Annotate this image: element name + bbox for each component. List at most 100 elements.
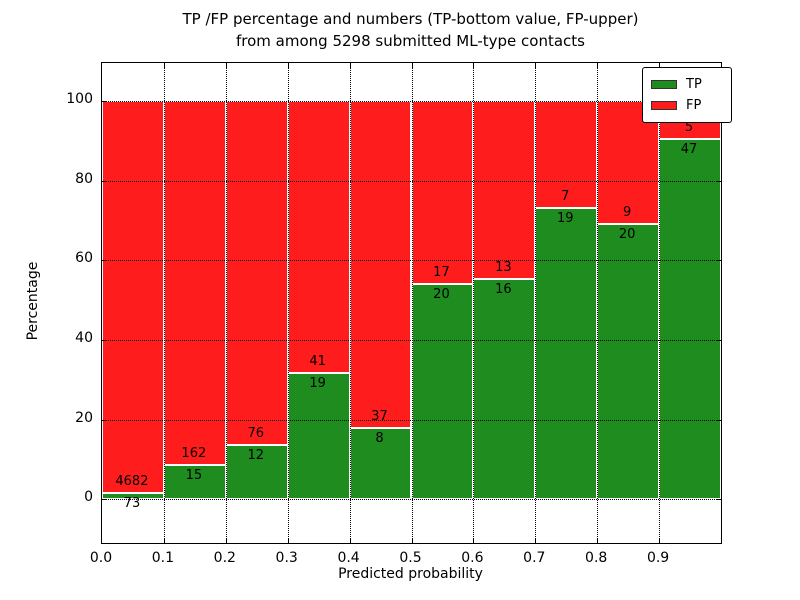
y-tick-mark — [102, 339, 107, 341]
plot-area — [101, 62, 722, 544]
tp-count-label: 19 — [309, 375, 326, 391]
x-tick-mark — [597, 538, 599, 543]
bar-segment-tp — [287, 372, 350, 500]
bar-segment-tp — [349, 428, 412, 500]
x-tick-mark — [535, 538, 537, 543]
x-tick-mark-top — [225, 63, 227, 68]
x-gridline — [473, 63, 475, 543]
bar-segment-fp — [535, 100, 598, 208]
x-tick-label: 0.3 — [275, 550, 298, 566]
bar-segment-fp — [102, 100, 164, 494]
x-tick-label: 0.1 — [151, 550, 175, 566]
tp-count-label: 8 — [375, 431, 384, 447]
x-gridline — [287, 63, 289, 543]
x-tick-mark-top — [597, 63, 599, 68]
tp-count-label: 12 — [247, 448, 265, 463]
bar-segment-tp — [102, 493, 164, 500]
x-gridline — [163, 63, 165, 543]
x-tick-label: 0.9 — [646, 550, 670, 566]
tp-count-label: 15 — [185, 468, 203, 484]
x-tick-mark — [349, 538, 351, 543]
x-tick-label: 0.4 — [337, 550, 360, 566]
x-tick-label: 0.0 — [89, 550, 113, 566]
x-gridline — [659, 63, 661, 543]
legend-label-fp: FP — [686, 98, 702, 113]
tp-count-label: 20 — [618, 227, 636, 243]
tp-count-label: 47 — [680, 142, 698, 158]
x-tick-mark — [225, 538, 227, 543]
x-tick-mark-top — [659, 63, 661, 68]
y-tick-mark-right — [716, 339, 721, 341]
x-tick-mark — [473, 538, 475, 543]
legend-entry-fp: FP — [651, 95, 723, 116]
tp-count-label: 19 — [556, 210, 574, 226]
x-tick-mark-top — [163, 63, 165, 68]
tp-count-label: 16 — [495, 282, 512, 298]
fp-count-label: 76 — [247, 426, 265, 441]
y-tick-mark-right — [716, 499, 721, 501]
chart-title: TP /FP percentage and numbers (TP-bottom… — [101, 8, 720, 52]
bar-segment-tp — [411, 283, 474, 500]
y-axis-label: Percentage — [25, 261, 41, 341]
x-tick-label: 0.5 — [399, 550, 422, 566]
fp-count-label: 13 — [495, 260, 512, 276]
fp-count-label: 9 — [622, 205, 632, 221]
chart-title-line2: from among 5298 submitted ML-type contac… — [236, 32, 585, 50]
bar-segment-tp — [163, 465, 226, 500]
x-tick-mark-top — [287, 63, 289, 68]
x-gridline — [349, 63, 351, 543]
legend-label-tp: TP — [686, 77, 702, 92]
x-tick-mark — [163, 538, 165, 543]
y-tick-mark — [102, 499, 107, 501]
x-tick-label: 0.6 — [461, 550, 484, 566]
legend: TP FP — [642, 67, 732, 123]
y-tick-mark — [102, 100, 107, 102]
y-tick-label: 60 — [75, 250, 93, 267]
x-tick-mark-top — [473, 63, 475, 68]
bar-segment-tp — [473, 279, 536, 500]
y-tick-mark-right — [716, 180, 721, 182]
x-tick-mark-top — [349, 63, 351, 68]
fp-count-label: 5 — [684, 120, 694, 136]
fp-count-label: 17 — [433, 264, 450, 280]
x-gridline — [597, 63, 599, 543]
x-tick-label: 0.8 — [585, 550, 608, 566]
chart-title-line1: TP /FP percentage and numbers (TP-bottom… — [182, 10, 639, 28]
fp-count-label: 7 — [561, 188, 570, 204]
x-tick-label: 0.7 — [523, 550, 546, 566]
bar-segment-tp — [597, 224, 660, 500]
tp-count-label: 73 — [123, 496, 141, 512]
y-tick-mark — [102, 419, 107, 421]
fp-count-label: 4682 — [115, 474, 149, 490]
x-gridline — [411, 63, 413, 543]
fp-count-label: 162 — [181, 446, 207, 462]
y-tick-mark-right — [716, 419, 721, 421]
x-tick-mark — [287, 538, 289, 543]
x-gridline — [225, 63, 227, 543]
fp-count-label: 37 — [371, 409, 388, 425]
bar-segment-fp — [225, 100, 288, 445]
x-tick-mark — [411, 538, 413, 543]
y-tick-label: 40 — [75, 329, 93, 346]
y-tick-label: 0 — [84, 489, 93, 506]
y-tick-mark — [102, 180, 107, 182]
x-axis-label: Predicted probability — [338, 566, 483, 582]
tp-color-swatch-icon — [651, 80, 677, 89]
y-tick-label: 80 — [75, 170, 93, 187]
bar-segment-fp — [163, 100, 226, 466]
bar-segment-fp — [349, 100, 412, 429]
x-tick-mark — [659, 538, 661, 543]
bar-segment-tp — [535, 207, 598, 500]
fp-count-label: 41 — [309, 353, 326, 369]
fp-color-swatch-icon — [651, 101, 677, 110]
tp-count-label: 20 — [433, 286, 450, 302]
bar-segment-fp — [287, 100, 350, 373]
x-tick-label: 0.2 — [213, 550, 236, 566]
x-tick-mark-top — [411, 63, 413, 68]
y-tick-label: 20 — [75, 409, 93, 426]
y-tick-mark — [102, 260, 107, 262]
y-tick-mark-right — [716, 260, 721, 262]
legend-entry-tp: TP — [651, 74, 723, 95]
bar-segment-tp — [659, 139, 721, 500]
